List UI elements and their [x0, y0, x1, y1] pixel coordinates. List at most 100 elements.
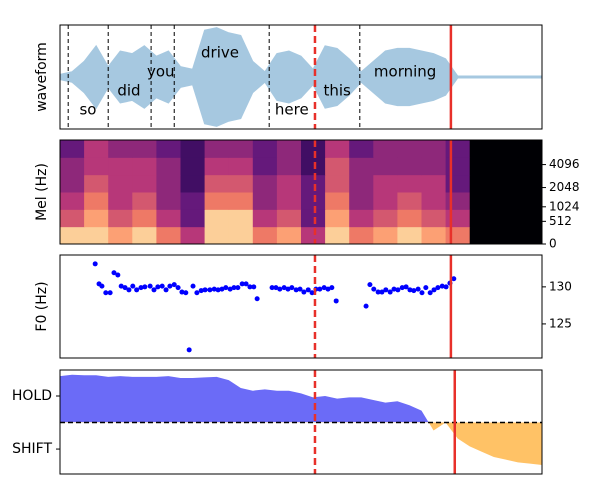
spectrogram-cell	[301, 157, 326, 176]
spectrogram-cell	[132, 226, 157, 245]
f0-point	[363, 303, 369, 309]
y-tick-label: 130	[549, 279, 572, 293]
f0-point	[186, 347, 192, 353]
spectrogram-cell	[445, 157, 471, 176]
f0-point	[235, 285, 241, 291]
spectrogram-cell	[469, 157, 495, 176]
y-axis-label: F0 (Hz)	[34, 281, 50, 331]
spectrogram-cell	[276, 140, 302, 158]
spectrogram-cell	[204, 226, 230, 245]
spectrogram-cell	[204, 140, 230, 158]
spectrogram-cell	[445, 192, 471, 210]
f0-point	[247, 284, 253, 290]
spectrogram-cell	[397, 140, 422, 158]
f0-point	[451, 276, 457, 282]
f0-point	[194, 290, 200, 296]
f0-point	[211, 286, 217, 292]
f0-point	[147, 283, 153, 289]
word-label: drive	[201, 44, 239, 62]
spectrogram-cell	[156, 174, 181, 193]
spectrogram-cell	[493, 140, 519, 158]
f0-point	[223, 285, 229, 291]
f0-point	[297, 286, 303, 292]
spectrogram-cell	[276, 226, 302, 245]
spectrogram-cell	[180, 209, 206, 228]
spectrogram-cell	[228, 174, 254, 193]
spectrogram-cell	[421, 157, 447, 176]
word-label: morning	[374, 63, 436, 81]
f0-point	[159, 283, 165, 289]
f0-point	[163, 287, 169, 293]
y-tick-label: 125	[549, 316, 572, 330]
panel-frame	[59, 139, 543, 245]
f0-point	[367, 282, 373, 288]
spectrogram-cell	[301, 209, 326, 228]
f0-point	[254, 296, 260, 302]
spectrogram-cell	[180, 192, 206, 210]
spectrogram-cell	[517, 226, 543, 245]
f0-point	[92, 261, 98, 267]
spectrogram-cell	[228, 157, 254, 176]
f0-point	[130, 283, 136, 289]
spectrogram-cell	[84, 209, 109, 228]
f0-point	[281, 285, 287, 291]
f0-point	[293, 287, 299, 293]
panel-frame	[59, 369, 543, 475]
spectrogram-cell	[301, 174, 326, 193]
spectrogram-cell	[517, 209, 543, 228]
spectrogram-cell	[349, 140, 374, 158]
f0-point	[399, 285, 405, 291]
f0-point	[285, 286, 291, 292]
f0-point	[134, 287, 140, 293]
f0-point	[289, 285, 295, 291]
spectrogram-cell	[252, 209, 278, 228]
spectrogram-cell	[325, 157, 350, 176]
spectrogram-cell	[493, 209, 519, 228]
spectrogram-cell	[132, 140, 157, 158]
f0-point	[99, 283, 105, 289]
f0-point	[227, 286, 233, 292]
spectrogram-cell	[445, 140, 471, 158]
spectrogram-cell	[373, 157, 398, 176]
spectrogram-cell	[421, 174, 447, 193]
spectrogram-cell	[445, 209, 471, 228]
y-tick-label: 1024	[549, 199, 580, 213]
f0-point	[301, 289, 307, 295]
f0-point	[383, 287, 389, 293]
spectrogram-cell	[132, 174, 157, 193]
spectrogram-cell	[421, 209, 447, 228]
y-tick-label: SHIFT	[12, 441, 52, 457]
f0-point	[239, 281, 245, 287]
f0-point	[439, 283, 445, 289]
spectrogram-cell	[349, 157, 374, 176]
f0-point	[155, 284, 161, 290]
f0-point	[118, 283, 124, 289]
spectrogram-cell	[60, 140, 85, 158]
f0-point	[175, 285, 181, 291]
spectrogram-cell	[60, 192, 85, 210]
spectrogram-cell	[108, 157, 133, 176]
f0-point	[375, 289, 381, 295]
spectrogram-cell	[84, 140, 109, 158]
spectrogram-cell	[204, 209, 230, 228]
spectrogram-cell	[108, 140, 133, 158]
spectrogram-cell	[108, 209, 133, 228]
spectrogram-cell	[132, 209, 157, 228]
f0-point	[151, 287, 157, 293]
f0-point	[111, 270, 117, 276]
spectrogram-cell	[276, 192, 302, 210]
f0-point	[371, 286, 377, 292]
spectrogram-cell	[493, 192, 519, 210]
spectrogram-cell	[252, 226, 278, 245]
f0-point	[103, 290, 109, 296]
spectrogram-cell	[325, 140, 350, 158]
spectrogram-cell	[325, 226, 350, 245]
spectrogram-cell	[373, 174, 398, 193]
spectrogram-cell	[276, 157, 302, 176]
spectrogram-cell	[517, 192, 543, 210]
y-axis-label: Mel (Hz)	[34, 163, 50, 221]
f0-point	[126, 287, 132, 293]
spectrogram-cell	[421, 192, 447, 210]
f0-point	[317, 286, 323, 292]
